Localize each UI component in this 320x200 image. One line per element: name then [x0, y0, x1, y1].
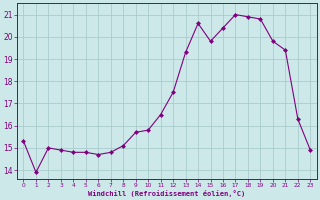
X-axis label: Windchill (Refroidissement éolien,°C): Windchill (Refroidissement éolien,°C)	[88, 190, 245, 197]
